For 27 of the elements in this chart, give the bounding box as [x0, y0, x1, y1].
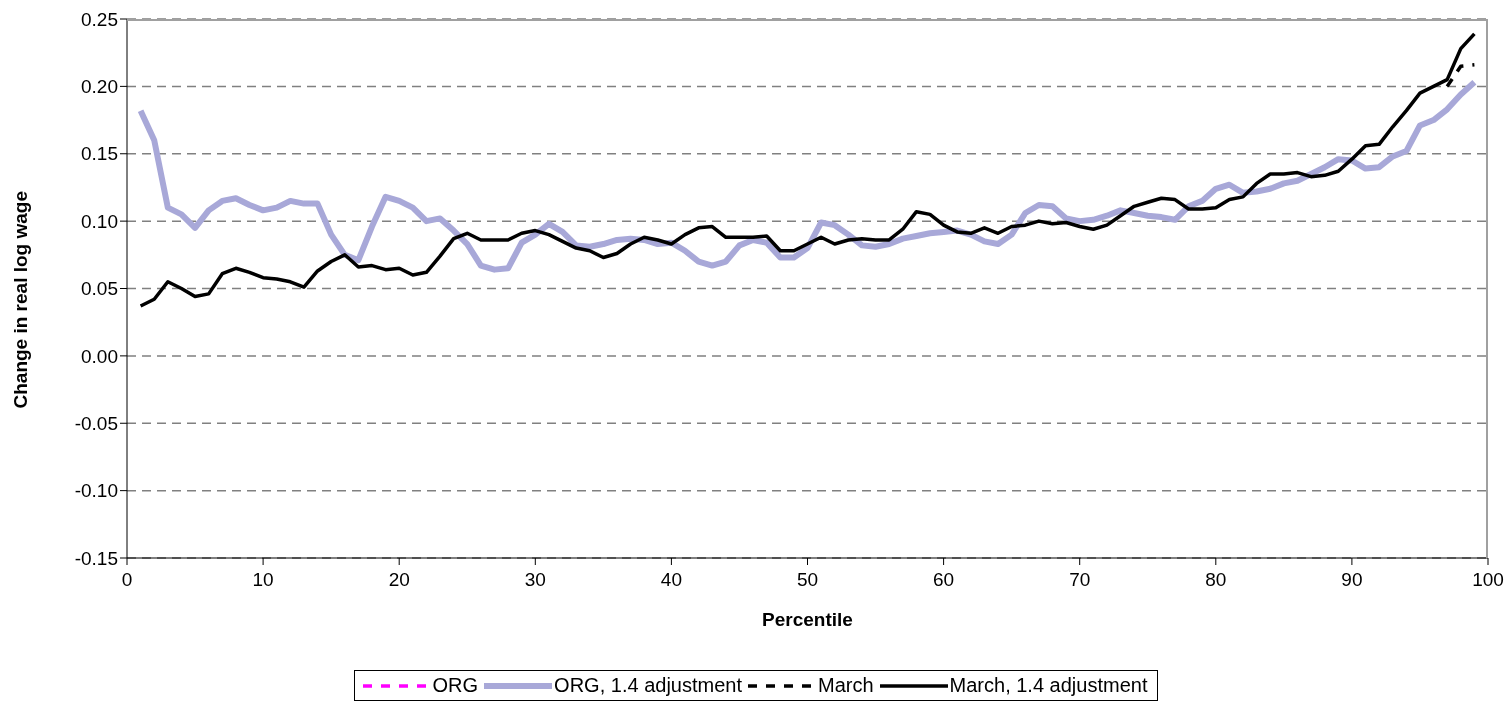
x-tick-label: 40	[660, 569, 682, 591]
legend-label: March	[817, 674, 874, 697]
x-tick-label: 80	[1205, 569, 1227, 591]
y-axis-title: Change in real log wage	[9, 191, 31, 409]
y-tick-label: 0.05	[81, 278, 118, 300]
y-tick-label: 0.20	[81, 76, 118, 98]
x-tick-label: 70	[1069, 569, 1091, 591]
y-tick-label: -0.15	[74, 547, 118, 569]
y-tick-label: -0.05	[74, 412, 118, 434]
x-tick-label: 90	[1341, 569, 1363, 591]
y-tick-label: 0.25	[81, 8, 118, 30]
x-axis-title: Percentile	[762, 609, 853, 630]
x-tick-label: 100	[1472, 569, 1504, 591]
y-tick-label: 0.15	[81, 143, 118, 165]
x-tick-label: 60	[933, 569, 955, 591]
legend-label: March, 1.4 adjustment	[949, 674, 1148, 697]
x-tick-label: 50	[796, 569, 819, 591]
legend-label: ORG	[432, 674, 479, 697]
x-tick-label: 20	[388, 569, 410, 591]
line-series	[138, 32, 1477, 308]
y-tick-label: -0.10	[74, 480, 118, 502]
x-tick-label: 10	[252, 569, 274, 591]
legend-label: ORG, 1.4 adjustment	[554, 674, 742, 697]
x-tick-label: 30	[524, 569, 546, 591]
x-tick-label: 0	[121, 569, 133, 591]
y-tick-label: 0.00	[81, 345, 118, 367]
y-tick-label: 0.10	[81, 210, 118, 232]
